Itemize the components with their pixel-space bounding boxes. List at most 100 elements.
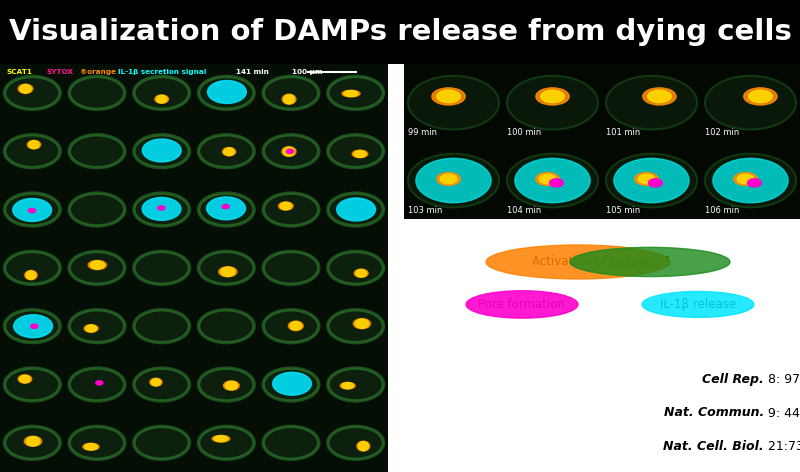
Ellipse shape [648,90,671,102]
Circle shape [408,76,499,129]
Circle shape [550,179,563,187]
Circle shape [614,158,689,203]
Ellipse shape [536,88,569,105]
Text: 9: 4457 (2018): 9: 4457 (2018) [764,406,800,420]
Circle shape [158,206,165,210]
Circle shape [206,197,246,220]
Ellipse shape [223,381,239,390]
Circle shape [507,76,598,129]
Text: 104 min: 104 min [507,206,542,215]
Circle shape [5,76,60,110]
Ellipse shape [282,147,296,156]
Ellipse shape [749,90,772,102]
Circle shape [5,368,60,401]
Circle shape [13,199,51,221]
Ellipse shape [85,444,98,450]
Ellipse shape [280,202,291,210]
Bar [0,64,388,472]
Ellipse shape [20,375,30,383]
Ellipse shape [634,173,658,185]
Circle shape [263,426,319,459]
Ellipse shape [84,325,98,332]
Circle shape [705,76,796,129]
Bar [404,64,800,219]
Circle shape [207,81,246,103]
Circle shape [263,135,319,168]
Text: IL-1β secretion signal: IL-1β secretion signal [118,69,206,75]
Ellipse shape [358,442,368,451]
Circle shape [96,381,103,385]
Ellipse shape [25,270,37,280]
Ellipse shape [86,325,97,332]
Circle shape [69,252,125,284]
Ellipse shape [26,271,36,279]
Ellipse shape [570,247,730,277]
Circle shape [5,426,60,459]
Circle shape [198,368,254,401]
Ellipse shape [212,436,230,442]
Circle shape [134,193,190,226]
Circle shape [328,310,383,343]
Ellipse shape [151,379,161,386]
Ellipse shape [432,88,465,105]
Ellipse shape [20,84,31,93]
Circle shape [408,154,499,207]
Circle shape [69,310,125,343]
Circle shape [328,193,383,226]
Circle shape [69,426,125,459]
Text: 100 min: 100 min [507,128,542,137]
Text: SYTOX: SYTOX [46,69,74,75]
Text: 105 min: 105 min [606,206,640,215]
Circle shape [69,76,125,110]
Ellipse shape [278,202,293,210]
Circle shape [507,154,598,207]
Ellipse shape [288,321,303,330]
Circle shape [69,368,125,401]
Ellipse shape [486,245,670,279]
Circle shape [328,135,383,168]
Circle shape [198,426,254,459]
Circle shape [328,368,383,401]
Text: 100 μm: 100 μm [292,69,322,75]
Text: 99 min: 99 min [408,128,437,137]
Circle shape [198,252,254,284]
Ellipse shape [224,148,234,155]
Ellipse shape [221,267,235,276]
Circle shape [134,135,190,168]
Circle shape [69,135,125,168]
Circle shape [5,252,60,284]
Ellipse shape [284,95,294,104]
Text: Cell Rep.: Cell Rep. [702,373,764,387]
Ellipse shape [466,291,578,318]
Ellipse shape [642,291,754,317]
Ellipse shape [355,319,369,328]
Ellipse shape [342,90,360,97]
Ellipse shape [536,173,559,185]
Text: ®orange: ®orange [80,69,116,75]
Ellipse shape [744,88,777,105]
Bar [0,0,800,64]
Ellipse shape [354,269,368,278]
Ellipse shape [222,148,236,156]
Circle shape [263,252,319,284]
Ellipse shape [290,321,302,330]
Ellipse shape [24,436,42,447]
Ellipse shape [344,91,358,97]
Ellipse shape [27,140,41,149]
Ellipse shape [90,261,104,269]
Ellipse shape [83,443,99,450]
Circle shape [337,198,375,221]
Ellipse shape [642,88,676,105]
Ellipse shape [354,319,370,329]
Ellipse shape [342,383,354,388]
Ellipse shape [340,382,355,389]
Text: Activation of Caspase-1: Activation of Caspase-1 [532,255,672,269]
Ellipse shape [539,174,556,184]
Circle shape [328,426,383,459]
Circle shape [198,310,254,343]
Ellipse shape [354,151,366,157]
Ellipse shape [150,378,162,386]
Circle shape [263,193,319,226]
Ellipse shape [541,90,564,102]
Circle shape [5,135,60,168]
